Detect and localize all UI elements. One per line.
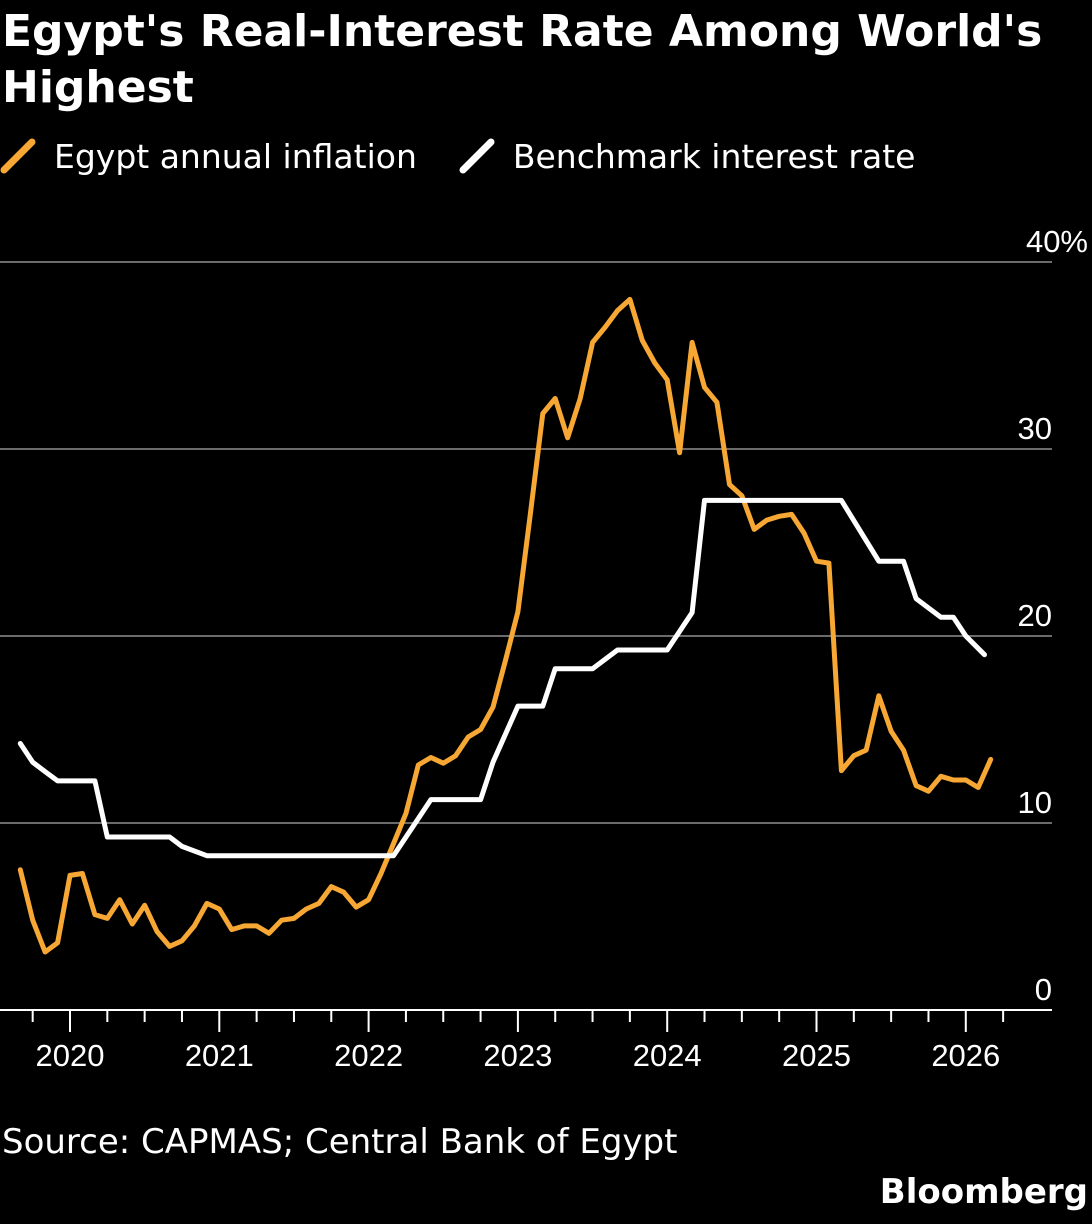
source-note: Source: CAPMAS; Central Bank of Egypt [2,1122,678,1162]
chart-legend: Egypt annual inflation Benchmark interes… [0,134,957,178]
x-tick-label-2025: 2025 [782,1038,851,1073]
bloomberg-logo: Bloomberg [879,1172,1088,1212]
x-tick-label-2026: 2026 [931,1038,1000,1073]
legend-item-interest-rate: Benchmark interest rate [459,136,916,176]
legend-label-interest-rate: Benchmark interest rate [512,136,916,176]
legend-swatch-inflation-line [0,138,36,174]
inflation-line [17,296,994,955]
line-chart: 0 10 20 30 40% 2020 2021 2022 2023 2024 2025 2026 [0,224,1088,1073]
x-axis: 2020 2021 2022 2023 2024 2025 2026 [0,1009,1052,1073]
legend-swatch-interest-rate [459,138,495,174]
legend-item-inflation: Egypt annual inflation [0,137,417,176]
x-tick-label-2024: 2024 [633,1038,702,1073]
grid-lines [0,261,1052,824]
y-tick-label-20: 20 [1018,598,1052,633]
legend-swatch-inflation [0,138,36,174]
legend-swatch-interest-rate-line [459,138,495,174]
y-tick-label-40: 40% [1026,224,1088,259]
x-tick-label-2021: 2021 [185,1038,254,1073]
x-tick-label-2020: 2020 [36,1038,105,1073]
legend-label-inflation: Egypt annual inflation [54,136,417,176]
chart-title: Egypt's Real-Interest Rate Among World's… [2,6,1043,113]
y-tick-label-0: 0 [1035,972,1052,1007]
x-tick-label-2023: 2023 [483,1038,552,1073]
interest-rate-line [17,497,987,859]
y-tick-label-30: 30 [1018,411,1052,446]
y-tick-label-10: 10 [1018,785,1052,820]
series-lines [17,296,994,955]
y-axis-tick-labels: 0 10 20 30 40% [1018,224,1088,1007]
x-tick-label-2022: 2022 [334,1038,403,1073]
